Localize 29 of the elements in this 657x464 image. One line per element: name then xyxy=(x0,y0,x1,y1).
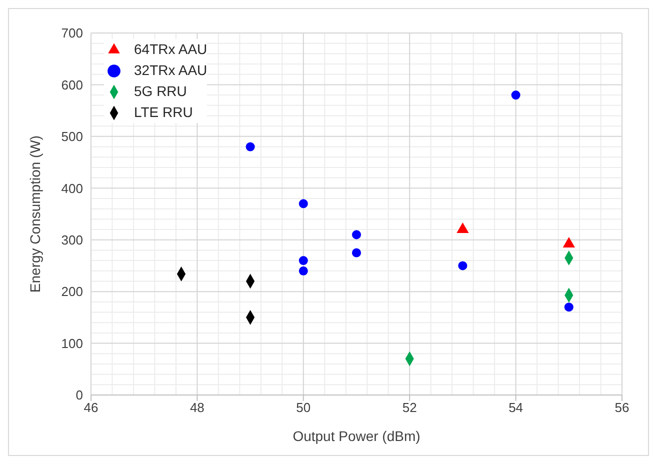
y-axis-title: Energy Consumption (W) xyxy=(26,135,43,293)
y-tick-label: 100 xyxy=(61,336,83,351)
y-tick-label: 200 xyxy=(61,284,83,300)
y-tick-label: 600 xyxy=(61,77,83,92)
x-tick-label: 50 xyxy=(296,400,311,416)
legend-label: 32TRx AAU xyxy=(134,61,208,80)
y-tick-label: 500 xyxy=(61,129,83,144)
y-tick-label: 0 xyxy=(76,388,83,403)
point xyxy=(298,256,308,266)
y-tick-label: 400 xyxy=(61,180,83,196)
point xyxy=(511,90,520,100)
legend-label: 64TRx AAU xyxy=(134,40,208,59)
legend-label: 5G RRU xyxy=(134,82,187,101)
x-tick-label: 54 xyxy=(508,400,524,416)
point xyxy=(352,248,362,258)
point xyxy=(458,261,468,270)
point xyxy=(564,302,574,312)
x-tick-label: 48 xyxy=(190,400,204,416)
point xyxy=(246,142,255,152)
point xyxy=(298,266,308,276)
x-tick-label: 46 xyxy=(84,400,98,416)
y-tick-label: 300 xyxy=(61,232,83,248)
y-tick-label: 700 xyxy=(61,26,83,41)
point xyxy=(298,199,308,208)
x-tick-label: 52 xyxy=(402,400,417,416)
x-axis-title: Output Power (dBm) xyxy=(292,428,420,444)
x-tick-label: 56 xyxy=(614,400,630,416)
legend-label: LTE RRU xyxy=(134,103,193,122)
point xyxy=(352,230,362,240)
